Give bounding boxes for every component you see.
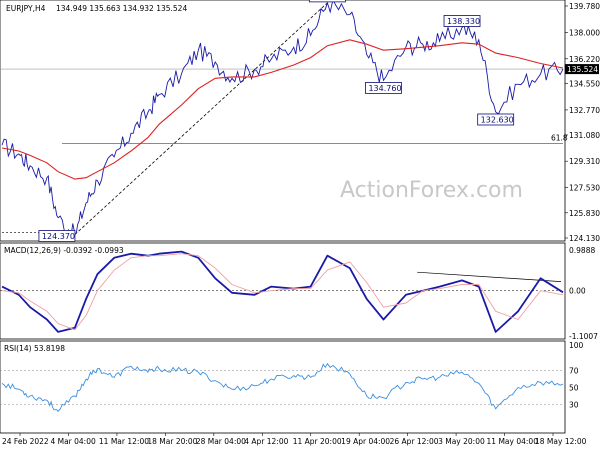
time-axis-label: 24 Feb 2022 — [2, 437, 49, 446]
price-axis-label: 131.080 — [569, 131, 600, 140]
price-axis-label: 129.310 — [569, 157, 600, 166]
time-axis-label: 4 Mar 04:00 — [50, 437, 96, 446]
price-callout-box — [308, 0, 346, 3]
ohlc-label: 134.949 135.663 134.932 135.524 — [56, 4, 187, 13]
time-axis-label: 4 Apr 12:00 — [244, 437, 288, 446]
current-price-tag — [565, 64, 599, 75]
rsi-axis-label: 70 — [569, 367, 579, 376]
macd-panel-frame — [0, 242, 566, 340]
time-axis-label: 11 Mar 12:00 — [99, 437, 149, 446]
macd-signal-line — [1, 253, 564, 331]
time-axis-label: 28 Mar 04:00 — [196, 437, 246, 446]
trend-line — [74, 2, 328, 235]
price-axis-label: 132.770 — [569, 106, 600, 115]
rsi-axis-label: 30 — [569, 401, 579, 410]
time-axis-label: 19 Apr 04:00 — [341, 437, 390, 446]
fib-level-label: 61.8 — [551, 134, 568, 143]
price-callout-label: 139.990 — [312, 0, 345, 1]
price-callout-box — [443, 15, 481, 27]
rsi-title: RSI(14) 53.8198 — [4, 344, 65, 353]
time-axis-label: 3 May 20:00 — [438, 437, 485, 446]
price-axis-label: 138.000 — [569, 28, 600, 37]
rsi-plot — [0, 362, 564, 412]
time-axis-label: 18 Mar 20:00 — [147, 437, 197, 446]
symbol-label: EURJPY,H4 — [6, 4, 46, 13]
chart-header: EURJPY,H4 134.949 135.663 134.932 135.52… — [6, 4, 187, 13]
price-callout-label: 138.330 — [447, 17, 480, 26]
macd-axis-label: 0.9888 — [569, 246, 595, 255]
price-axis-label: 127.530 — [569, 184, 600, 193]
macd-title: MACD(12,26,9) -0.0392 -0.0993 — [4, 246, 124, 255]
time-axis-label: 11 Apr 20:00 — [293, 437, 342, 446]
price-plot: 61.8 139.990 138.330 134.760 132.630 124.370 — [0, 0, 568, 242]
current-price-label: 135.524 — [567, 65, 598, 74]
price-axis-label: 125.830 — [569, 209, 600, 218]
macd-plot — [0, 250, 564, 333]
rsi-axis-label: 100 — [569, 341, 584, 350]
macd-line — [1, 250, 564, 333]
price-callout-box — [365, 82, 402, 94]
rsi-line — [1, 362, 564, 412]
price-callout-label: 134.760 — [368, 84, 401, 93]
time-axis-label: 11 May 04:00 — [487, 437, 539, 446]
price-axis-label: 139.780 — [569, 2, 600, 11]
price-axis-label: 136.220 — [569, 55, 600, 64]
price-callout-label: 132.630 — [481, 115, 514, 124]
moving-average-line — [1, 39, 564, 180]
macd-axis-label: 0.00 — [569, 287, 586, 296]
price-axis-label: 134.550 — [569, 80, 600, 89]
macd-axis-label: -1.1007 — [569, 332, 598, 341]
time-axis-label: 26 Apr 12:00 — [390, 437, 439, 446]
price-callout-box — [38, 230, 76, 242]
macd-divergence-line — [417, 271, 562, 282]
price-callout-box — [477, 113, 515, 126]
time-axis-label: 18 May 12:00 — [535, 437, 587, 446]
watermark-text: ActionForex.com — [340, 178, 523, 203]
price-series-line — [1, 0, 564, 239]
price-panel-frame — [0, 0, 566, 242]
rsi-axis-label: 50 — [569, 384, 579, 393]
price-callout-label: 124.370 — [42, 232, 75, 241]
price-axis-label: 124.130 — [569, 234, 600, 243]
rsi-panel-frame — [0, 340, 566, 434]
